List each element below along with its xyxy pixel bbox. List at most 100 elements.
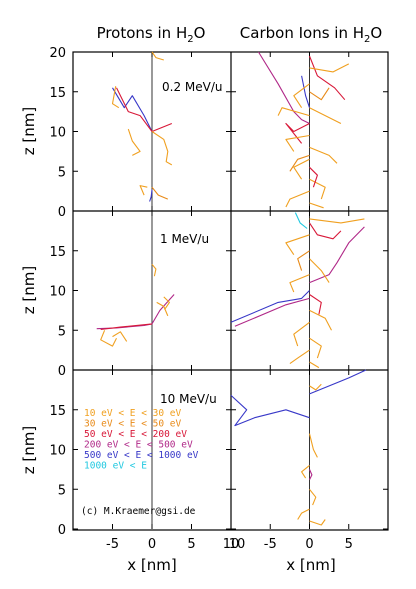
ytick-label: 0 (58, 205, 66, 220)
track-p1-4 (156, 301, 169, 317)
ylabel-0: z [nm] (20, 107, 38, 155)
track-c1-13 (297, 250, 310, 271)
ytick-label: 15 (49, 86, 66, 101)
ytick-label: 5 (58, 165, 66, 180)
track-p0-1 (116, 87, 173, 133)
ytick-label: 0 (58, 523, 66, 538)
track-c1-6 (285, 234, 310, 256)
track-c0-13 (289, 154, 310, 172)
ylabel-1: z [nm] (20, 266, 38, 314)
track-p0-7 (151, 186, 169, 200)
track-p0-8 (149, 189, 153, 202)
track-p1-1 (100, 323, 153, 331)
carbon-title-sub: 2 (364, 34, 370, 45)
ytick-label: 10 (49, 126, 66, 141)
track-c0-3 (301, 75, 311, 108)
track-c2-6 (309, 519, 326, 526)
xtick-label-protons: 5 (187, 537, 195, 552)
ytick-label: 0 (58, 364, 66, 379)
track-c0-2 (285, 122, 310, 144)
track-c2-3 (301, 464, 310, 479)
xtick-label-carbon: -5 (264, 537, 277, 552)
legend: 10 eV < E < 30 eV 30 eV < E < 50 eV 50 e… (84, 408, 199, 472)
legend-row-1: 30 eV < E < 50 eV (84, 419, 182, 430)
track-p0-3 (127, 128, 141, 156)
tracks-layer (96, 51, 367, 526)
protons-title-text: Protons in H (97, 24, 188, 42)
ytick-label: 20 (49, 46, 66, 61)
ytick-label: 15 (49, 404, 66, 419)
track-c2-1 (309, 369, 367, 395)
track-c0-8 (309, 146, 338, 164)
carbon-title-suffix: O (370, 24, 382, 42)
ytick-label: 5 (58, 324, 66, 339)
legend-row-0: 10 eV < E < 30 eV (84, 408, 182, 419)
track-c1-3 (294, 212, 308, 229)
track-c0-14 (309, 166, 318, 188)
protons-title-sub: 2 (187, 34, 193, 45)
track-c0-7 (285, 134, 310, 152)
track-c1-5 (309, 218, 365, 224)
ytick-label: 15 (49, 245, 66, 260)
track-c2-0 (230, 394, 310, 427)
track-c1-9 (309, 309, 332, 331)
energy-label-0: 0.2 MeV/u (162, 80, 223, 94)
track-c0-16 (309, 202, 324, 209)
track-p0-2 (111, 86, 120, 109)
track-c1-8 (289, 274, 310, 293)
xtick-label-carbon: 0 (305, 537, 313, 552)
y-tick-labels: 20 15 10 5 0 15 10 5 0 15 10 5 0 (49, 46, 66, 538)
track-c0-15 (277, 107, 310, 117)
track-c0-11 (285, 190, 310, 208)
track-c1-0 (230, 290, 310, 323)
track-p1-5 (151, 263, 157, 277)
legend-row-5: 1000 eV < E (84, 461, 147, 472)
track-c2-8 (308, 433, 318, 458)
track-c1-4 (309, 222, 342, 240)
carbon-title-text: Carbon Ions in H (240, 24, 364, 42)
xlabel-protons: x [nm] (127, 556, 176, 574)
energy-label-1: 1 MeV/u (160, 232, 209, 246)
track-c0-0 (258, 51, 310, 124)
track-p1-2 (100, 330, 117, 347)
track-p0-5 (151, 51, 164, 61)
track-p1-6 (163, 296, 170, 310)
track-p1-0 (96, 294, 175, 330)
track-c1-12 (289, 349, 310, 365)
track-c1-15 (309, 361, 320, 369)
track-c1-1 (234, 297, 310, 327)
legend-row-4: 500 eV < E < 1000 eV (84, 450, 199, 461)
protons-title: Protons in H2O (97, 24, 206, 45)
legend-row-2: 50 eV < E < 200 eV (84, 429, 187, 440)
track-p0-6 (139, 185, 148, 196)
track-c2-5 (297, 508, 310, 520)
ytick-label: 5 (58, 483, 66, 498)
xtick-label-protons: 0 (148, 537, 156, 552)
xlabel-carbon: x [nm] (286, 556, 335, 574)
ytick-label: 10 (49, 444, 66, 459)
energy-label-2: 10 MeV/u (160, 392, 217, 406)
track-c0-6 (309, 107, 342, 124)
carbon-title: Carbon Ions in H2O (240, 24, 382, 45)
xtick-label-carbon: 10 (229, 537, 246, 552)
track-p1-3 (112, 331, 128, 342)
xtick-label-protons: 10 (223, 537, 240, 552)
track-c1-10 (293, 321, 310, 347)
xtick-label-carbon: 5 (345, 537, 353, 552)
track-c1-7 (309, 258, 330, 283)
protons-title-suffix: O (194, 24, 206, 42)
track-c0-1 (308, 55, 346, 101)
credit-text: (c) M.Kraemer@gsi.de (81, 506, 196, 517)
track-c1-11 (309, 337, 322, 359)
ytick-label: 10 (49, 285, 66, 300)
track-c2-7 (308, 469, 313, 480)
track-c1-2 (309, 226, 365, 284)
track-c2-2 (309, 383, 322, 391)
legend-row-3: 200 eV < E < 500 eV (84, 440, 193, 451)
track-c2-4 (309, 488, 317, 506)
track-p0-4 (151, 131, 173, 166)
track-c0-12 (309, 87, 330, 101)
track-p0-0 (112, 87, 153, 132)
